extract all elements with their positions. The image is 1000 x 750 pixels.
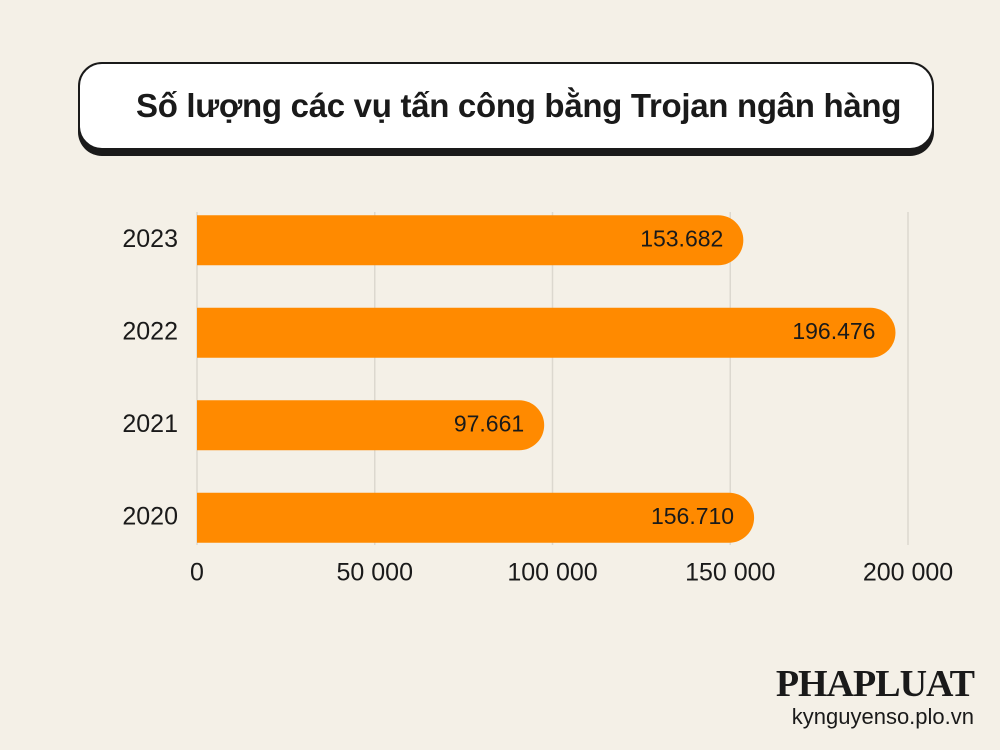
x-tick-label: 200 000 xyxy=(863,559,953,587)
bar xyxy=(197,492,755,543)
y-tick-label: 2022 xyxy=(122,317,178,345)
x-tick-label: 0 xyxy=(190,559,204,587)
value-label: 97.661 xyxy=(454,410,524,436)
brand-logo: PHAPLUAT xyxy=(775,663,975,705)
value-label: 153.682 xyxy=(640,225,723,251)
bar xyxy=(197,307,896,358)
y-tick-label: 2023 xyxy=(122,225,178,253)
title-box: Số lượng các vụ tấn công bằng Trojan ngâ… xyxy=(78,62,934,150)
x-tick-label: 150 000 xyxy=(685,559,775,587)
bar xyxy=(197,215,744,266)
y-tick-label: 2020 xyxy=(122,502,178,530)
x-tick-label: 50 000 xyxy=(337,559,413,587)
value-label: 156.710 xyxy=(651,503,734,529)
x-tick-label: 100 000 xyxy=(507,559,597,587)
value-label: 196.476 xyxy=(792,318,875,344)
chart-title: Số lượng các vụ tấn công bằng Trojan ngâ… xyxy=(136,87,902,124)
bar xyxy=(197,400,545,451)
source: kynguyenso.plo.vn xyxy=(791,704,974,729)
y-tick-label: 2021 xyxy=(122,410,178,438)
